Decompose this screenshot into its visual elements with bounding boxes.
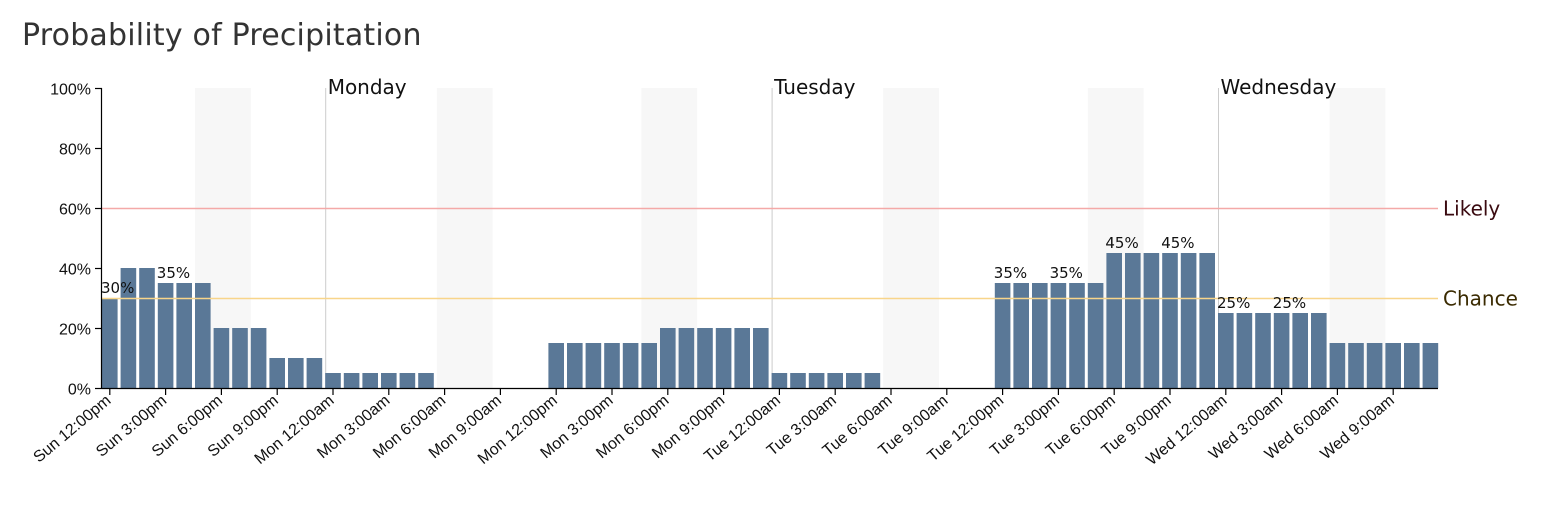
bar-value-label: 25% [1273,294,1306,312]
bar-value-label: 45% [1105,234,1138,252]
bar [1366,343,1383,388]
day-label-1: Tuesday [773,75,856,99]
bar [343,373,360,388]
bar [846,373,862,388]
bar [678,328,695,388]
night-band-5 [1329,88,1386,388]
bar [1385,343,1401,388]
bar-value-label: 25% [1217,294,1250,312]
bar [1292,313,1308,388]
day-label-2: Wednesday [1221,75,1337,99]
bar [771,373,788,388]
y-tick-label: 40% [59,262,91,279]
bar-value-label: 45% [1161,234,1194,252]
bar [1422,343,1439,388]
bar [1199,253,1215,388]
bar [250,328,267,388]
bar [1106,253,1122,388]
bar [734,328,750,388]
bar [1329,343,1346,388]
bar [641,343,657,388]
bar-value-label: 35% [157,264,190,282]
bar [176,283,192,388]
day-label-0: Monday [328,75,407,99]
bar [1162,253,1178,388]
night-band-1 [436,88,493,388]
bar [1087,283,1104,388]
bar [1218,313,1234,388]
bar [232,328,248,388]
night-band-3 [883,88,939,388]
bar [660,328,676,388]
y-tick-label: 20% [59,322,91,339]
bar [604,343,620,388]
bar [697,328,713,388]
y-tick-label: 0% [68,382,91,399]
bar [1273,313,1290,388]
bar [1069,283,1085,388]
bar [548,343,564,388]
bar [381,373,397,388]
bar-value-label: 35% [1050,264,1083,282]
bar [1180,253,1197,388]
bar-value-label: 35% [994,264,1027,282]
bar [157,283,174,388]
bar [753,328,769,388]
bar [1050,283,1067,388]
bar [994,283,1011,388]
bar [306,358,323,388]
bar [1311,313,1327,388]
bar [139,268,155,388]
bar [864,373,881,388]
bar [195,283,211,388]
threshold-label-likely: Likely [1443,197,1500,221]
bar [269,358,285,388]
bar [1255,313,1271,388]
bar [399,373,416,388]
bar [1236,313,1253,388]
chart-title: Probability of Precipitation [22,18,422,53]
bar [585,343,602,388]
y-tick-label: 100% [50,82,91,99]
bar [622,343,639,388]
bar [715,328,732,388]
bar [1404,343,1420,388]
bar [1348,343,1364,388]
bar [213,328,230,388]
bar [418,373,434,388]
y-tick-label: 60% [59,202,91,219]
bar [325,373,341,388]
bar [102,298,118,388]
y-tick-label: 80% [59,142,91,159]
bar [362,373,378,388]
threshold-label-chance: Chance [1443,287,1518,311]
bar [790,373,806,388]
bar [567,343,583,388]
bar [1143,253,1160,388]
bar [1125,253,1141,388]
bar [1013,283,1029,388]
bar [288,358,304,388]
bar [827,373,843,388]
bar-value-label: 30% [101,279,134,297]
bar [808,373,825,388]
bar [1032,283,1048,388]
